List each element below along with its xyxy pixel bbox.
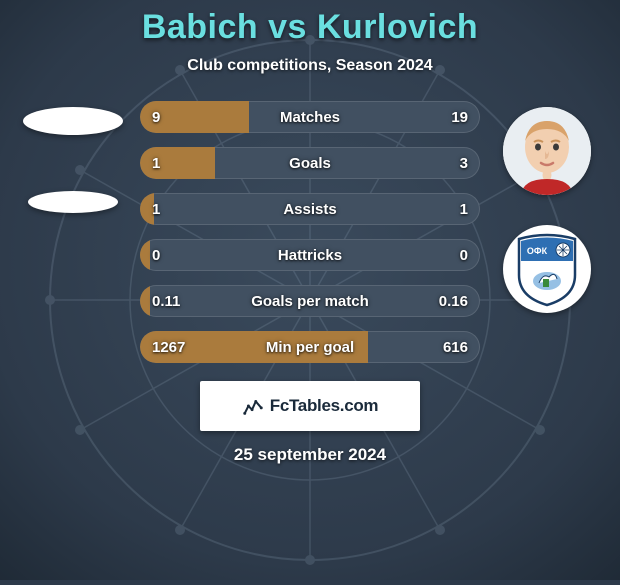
stat-bar: 0.11Goals per match0.16 — [140, 285, 480, 317]
page-title: Babich vs Kurlovich — [142, 8, 478, 47]
main-row: 9Matches191Goals31Assists10Hattricks00.1… — [0, 101, 620, 363]
stat-left-value: 1 — [140, 201, 220, 218]
stat-bar: 1267Min per goal616 — [140, 331, 480, 363]
stat-bar: 0Hattricks0 — [140, 239, 480, 271]
left-column — [18, 101, 128, 213]
subtitle: Club competitions, Season 2024 — [187, 57, 432, 75]
stat-right-value: 0 — [400, 247, 480, 264]
site-logo-icon — [242, 395, 264, 417]
stat-bar: 9Matches19 — [140, 101, 480, 133]
stat-left-value: 0 — [140, 247, 220, 264]
stat-right-value: 0.16 — [400, 293, 480, 310]
site-badge[interactable]: FcTables.com — [200, 381, 420, 431]
stat-label: Matches — [220, 109, 400, 126]
stat-label: Goals per match — [220, 293, 400, 310]
stat-label: Goals — [220, 155, 400, 172]
left-club-badge — [28, 191, 118, 213]
stat-right-value: 3 — [400, 155, 480, 172]
left-player-avatar — [23, 107, 123, 135]
stat-left-value: 0.11 — [140, 293, 220, 310]
stat-label: Assists — [220, 201, 400, 218]
stat-right-value: 1 — [400, 201, 480, 218]
stat-left-value: 1267 — [140, 339, 220, 356]
stat-bar: 1Assists1 — [140, 193, 480, 225]
right-club-badge: ОФК — [503, 225, 591, 313]
stat-right-value: 616 — [400, 339, 480, 356]
content-container: Babich vs Kurlovich Club competitions, S… — [0, 0, 620, 580]
stat-bar: 1Goals3 — [140, 147, 480, 179]
stat-label: Hattricks — [220, 247, 400, 264]
stat-left-value: 1 — [140, 155, 220, 172]
date-label: 25 september 2024 — [234, 445, 386, 465]
right-column: ОФК — [492, 101, 602, 313]
stat-left-value: 9 — [140, 109, 220, 126]
stats-bars: 9Matches191Goals31Assists10Hattricks00.1… — [140, 101, 480, 363]
site-badge-text: FcTables.com — [270, 396, 379, 416]
svg-text:ОФК: ОФК — [527, 246, 548, 256]
stat-right-value: 19 — [400, 109, 480, 126]
right-player-avatar — [503, 107, 591, 195]
stat-label: Min per goal — [220, 339, 400, 356]
